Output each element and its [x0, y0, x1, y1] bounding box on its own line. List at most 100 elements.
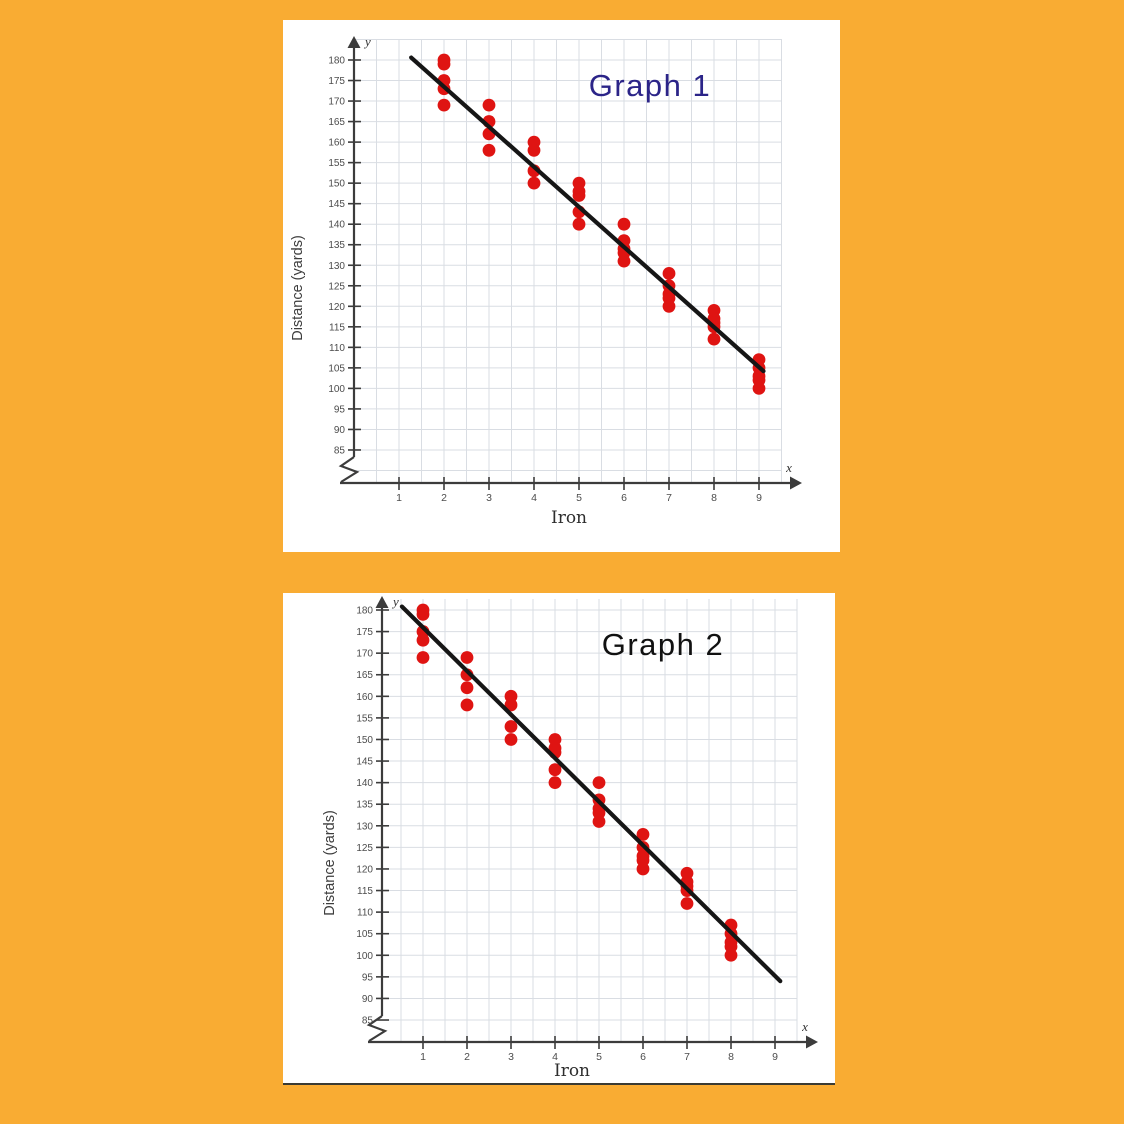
- y-tick-label: 180: [356, 606, 373, 617]
- x-arrow-letter: x: [785, 460, 792, 475]
- y-tick-label: 105: [328, 363, 345, 374]
- data-point: [416, 651, 430, 664]
- graph-1-title: Graph 1: [588, 68, 712, 103]
- y-tick-label: 160: [328, 138, 345, 149]
- trend-line: [399, 604, 783, 984]
- data-point: [680, 897, 694, 910]
- data-point: [572, 217, 586, 231]
- y-tick-label: 175: [356, 627, 373, 638]
- y-tick-label: 85: [362, 1016, 374, 1027]
- y-tick-label: 90: [334, 425, 346, 436]
- data-point: [707, 332, 721, 346]
- x-tick-label: 1: [420, 1051, 426, 1063]
- y-tick-label: 145: [356, 757, 373, 768]
- data-point: [504, 698, 518, 712]
- data-point: [548, 776, 562, 790]
- y-tick-label: 100: [356, 951, 373, 962]
- y-axis-break-icon: [366, 1015, 388, 1042]
- data-point: [460, 698, 474, 712]
- y-axis-arrow-icon: [347, 36, 361, 48]
- y-tick-label: 175: [328, 76, 345, 87]
- data-point: [592, 776, 606, 790]
- y-tick-label: 120: [356, 864, 373, 875]
- graph-1-scatter-canvas: 1801751701651601551501451401351301251201…: [328, 34, 802, 504]
- y-arrow-letter: y: [391, 594, 399, 609]
- data-point: [617, 254, 631, 268]
- data-point: [504, 733, 518, 746]
- y-tick-label: 140: [356, 778, 373, 789]
- data-point: [592, 815, 606, 828]
- y-tick-label: 100: [328, 384, 345, 395]
- x-tick-label: 2: [441, 492, 447, 504]
- x-tick-label: 4: [552, 1051, 558, 1063]
- x-axis-arrow-icon: [806, 1035, 818, 1049]
- x-tick-label: 9: [772, 1051, 778, 1063]
- tick-marks: [376, 609, 776, 1049]
- y-tick-label: 130: [328, 261, 345, 272]
- y-tick-label: 150: [328, 179, 345, 190]
- y-tick-label: 165: [328, 117, 345, 128]
- y-tick-label: 125: [328, 281, 345, 292]
- grid-lines: [382, 599, 798, 1041]
- x-tick-label: 3: [486, 492, 492, 504]
- data-point: [416, 607, 430, 621]
- x-tick-label: 6: [640, 1051, 646, 1063]
- x-tick-label: 9: [756, 492, 762, 504]
- y-tick-label: 110: [357, 908, 373, 919]
- graph-2-y-axis-title: Distance (yards): [322, 810, 338, 916]
- x-tick-label: 7: [684, 1051, 690, 1063]
- data-point: [662, 267, 676, 280]
- x-tick-label: 8: [728, 1051, 734, 1063]
- x-tick-label: 8: [711, 492, 717, 504]
- graph-2-x-axis-title: Iron: [553, 1061, 591, 1081]
- x-arrow-letter: x: [801, 1019, 808, 1034]
- tick-labels: 1801751701651601551501451401351301251201…: [356, 606, 778, 1064]
- x-tick-label: 2: [464, 1051, 470, 1063]
- y-tick-label: 160: [356, 692, 373, 703]
- y-tick-label: 130: [356, 821, 373, 832]
- y-axis-break-icon: [338, 456, 360, 483]
- data-point: [548, 763, 562, 777]
- y-tick-label: 115: [357, 886, 373, 897]
- y-tick-label: 125: [356, 843, 373, 854]
- data-point: [504, 720, 518, 733]
- y-tick-label: 135: [356, 800, 373, 811]
- x-tick-label: 4: [531, 492, 537, 504]
- data-point: [460, 681, 474, 695]
- graph-2-panel: 180 175 170 165 160 155 150 145 140 135 130 125 120 1…: [283, 593, 835, 1085]
- data-point: [437, 57, 451, 71]
- graph-1-panel: 180 175 170 165 160 155 150 145 140 135 130 125 120 1…: [283, 20, 840, 552]
- y-tick-label: 140: [328, 220, 345, 231]
- data-point: [482, 98, 496, 112]
- data-point: [636, 828, 650, 841]
- x-tick-label: 5: [576, 492, 582, 504]
- data-point: [482, 143, 496, 157]
- y-tick-label: 150: [356, 735, 373, 746]
- x-tick-label: 7: [666, 492, 672, 504]
- data-point: [437, 98, 451, 112]
- y-tick-label: 135: [328, 240, 345, 251]
- data-point: [527, 176, 541, 190]
- tick-marks: [348, 59, 760, 490]
- y-tick-label: 95: [362, 972, 374, 983]
- x-tick-label: 3: [508, 1051, 514, 1063]
- data-point: [662, 299, 676, 313]
- y-axis-arrow-icon: [375, 596, 389, 608]
- y-tick-label: 85: [334, 445, 346, 456]
- data-point: [527, 143, 541, 157]
- x-tick-label: 6: [621, 492, 627, 504]
- y-tick-label: 165: [356, 670, 373, 681]
- axes: [338, 46, 791, 485]
- y-tick-label: 145: [328, 199, 345, 210]
- data-point: [752, 382, 766, 395]
- y-tick-label: 120: [328, 302, 345, 313]
- y-tick-label: 155: [328, 158, 345, 169]
- data-point: [617, 217, 631, 231]
- y-tick-label: 170: [328, 97, 345, 108]
- y-tick-label: 90: [362, 994, 374, 1005]
- grid-lines: [354, 38, 782, 482]
- y-tick-label: 110: [329, 343, 345, 354]
- graph-2-scatter-canvas: 1801751701651601551501451401351301251201…: [356, 594, 818, 1064]
- x-axis-arrow-icon: [790, 476, 802, 490]
- data-point: [724, 948, 738, 962]
